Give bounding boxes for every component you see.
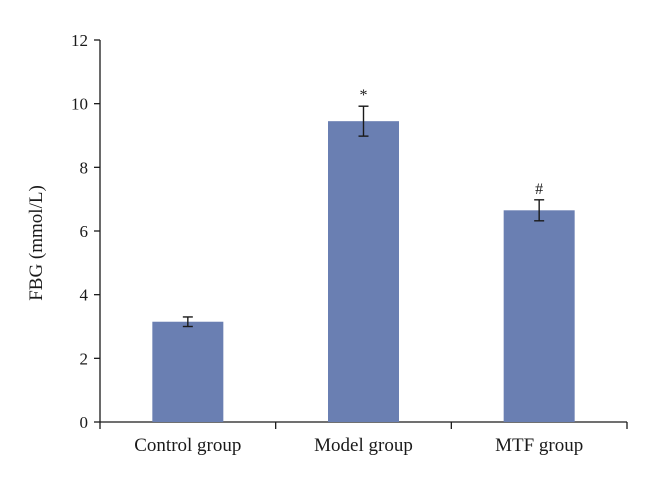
y-tick-label: 2	[80, 349, 89, 368]
y-tick-label: 0	[80, 413, 89, 432]
significance-marker: #	[535, 181, 543, 198]
x-category-label: Model group	[314, 435, 413, 456]
y-tick-label: 8	[80, 158, 89, 177]
y-tick-label: 12	[71, 31, 88, 50]
significance-marker: *	[360, 87, 368, 104]
bars	[152, 105, 575, 423]
x-category-label: Control group	[134, 435, 241, 456]
x-category-label: MTF group	[495, 435, 583, 456]
y-tick-label: 4	[80, 286, 89, 305]
y-axis-title: FBG (mmol/L)	[26, 185, 47, 301]
bar	[152, 321, 224, 422]
bar	[328, 121, 399, 423]
y-tick-label: 10	[71, 95, 88, 114]
y-axis-title-group: FBG (mmol/L)	[26, 185, 47, 301]
y-tick-label: 6	[80, 222, 89, 241]
labels: 0 2 4 6 8 10 12 Control group * Model group # MTF g…	[71, 31, 583, 456]
bar	[503, 210, 575, 422]
